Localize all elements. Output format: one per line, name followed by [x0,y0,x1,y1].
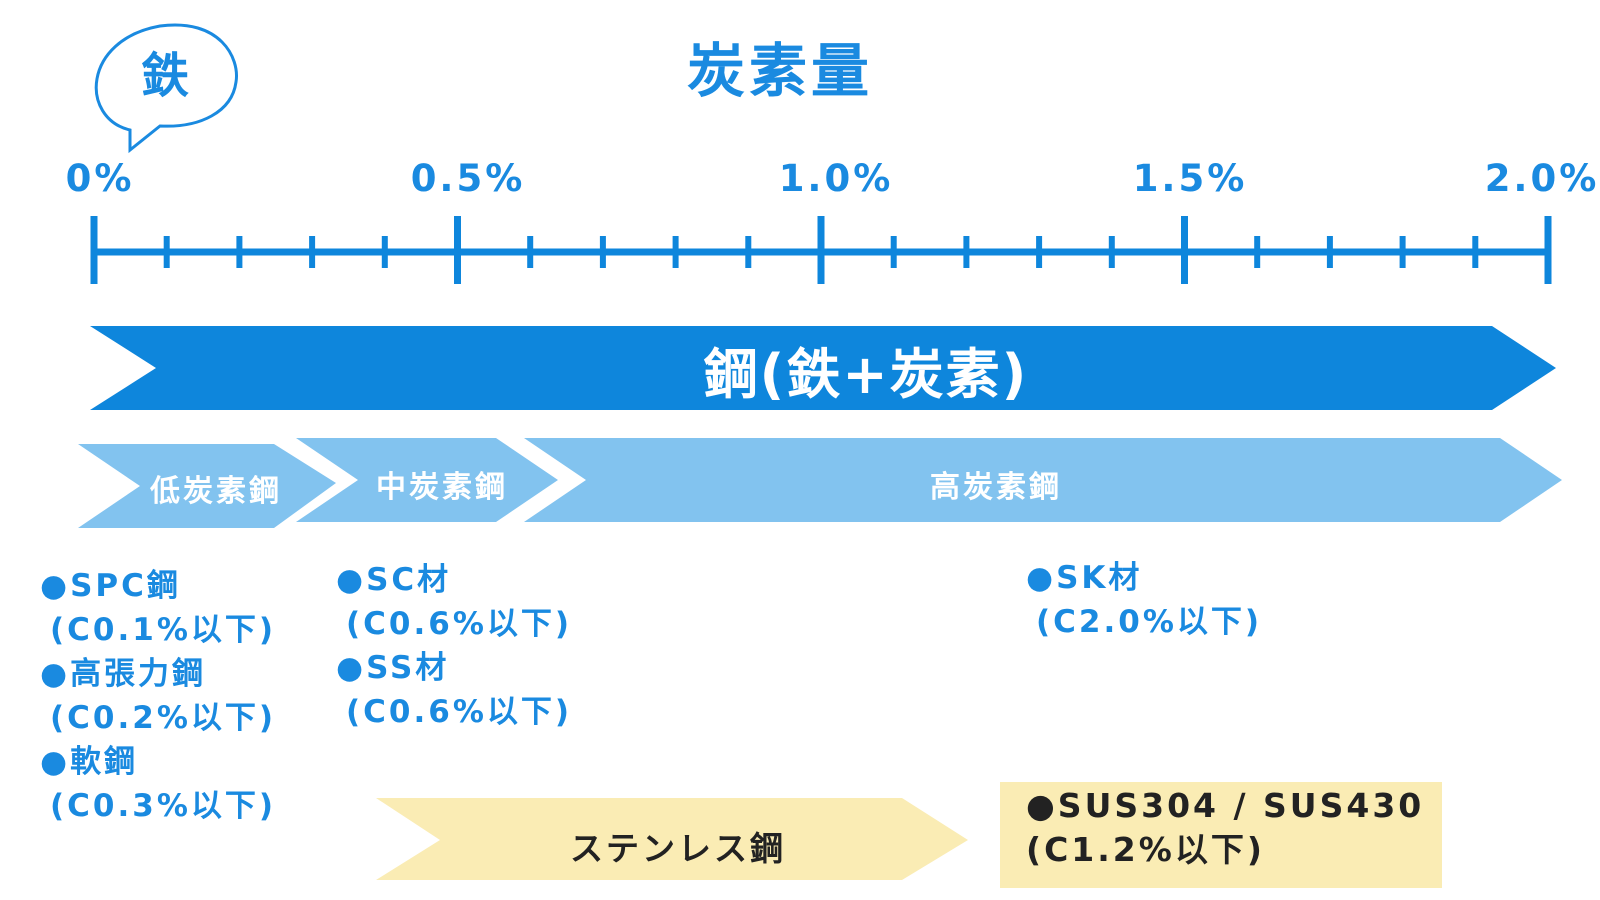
tick-label-1-5: 1.5% [1132,157,1248,200]
example-item: ●SS材 [336,646,572,690]
stainless-example-box [1000,782,1442,888]
example-name: SPC鋼 [70,568,181,604]
example-item: ●高張力鋼 [40,652,276,696]
mid-carbon-chevron [296,438,558,522]
example-item: ●SPC鋼 [40,564,276,608]
mid-carbon-label: 中炭素鋼 [376,470,508,505]
bullet-dot: ● [1026,560,1057,596]
tick-label-1-0: 1.0% [778,157,894,200]
example-name: SK材 [1056,560,1143,596]
tick-label-2-0: 2.0% [1484,157,1600,200]
bullet-dot: ● [336,650,367,686]
example-name: 軟鋼 [70,744,139,780]
low-carbon-chevron [78,444,336,528]
example-spec: (C2.0%以下) [1036,604,1263,640]
bullet-dot: ● [336,562,367,598]
high-carbon-label: 高炭素鋼 [930,470,1062,505]
bullet-dot: ● [40,568,71,604]
diagram-title: 炭素量 [686,37,873,105]
stainless-label: ステンレス鋼 [570,829,786,868]
stainless-example: ●SUS304 / SUS430 (C1.2%以下) [1026,784,1424,872]
example-name: SC材 [366,562,452,598]
stainless-chevron [376,798,968,880]
steel-arrow [90,326,1556,410]
tick-label-0-5: 0.5% [410,157,526,200]
speech-bubble [94,23,238,154]
example-name: 高張力鋼 [70,656,207,692]
example-item: ●SUS304 / SUS430 [1026,784,1424,828]
example-spec: (C0.6%以下) [346,606,573,642]
example-item: ●SC材 [336,558,572,602]
example-spec: (C0.6%以下) [346,694,573,730]
bullet-dot: ● [40,656,71,692]
steel-label: 鋼(鉄+炭素) [703,343,1029,406]
low-carbon-examples: ●SPC鋼 (C0.1%以下) ●高張力鋼 (C0.2%以下) ●軟鋼 (C0.… [40,564,276,828]
high-carbon-chevron [524,438,1562,522]
example-item: ●SK材 [1026,556,1262,600]
carbon-scale-axis [90,216,1552,284]
high-carbon-examples: ●SK材 (C2.0%以下) [1026,556,1262,644]
iron-bubble-label: 鉄 [140,48,189,104]
example-spec: (C1.2%以下) [1026,830,1265,869]
example-spec: (C0.2%以下) [50,700,277,736]
example-name: SUS304 / SUS430 [1057,786,1425,825]
example-name: SS材 [366,650,450,686]
bullet-dot: ● [1026,786,1058,825]
bullet-dot: ● [40,744,71,780]
example-spec: (C0.3%以下) [50,788,277,824]
low-carbon-label: 低炭素鋼 [150,474,282,509]
mid-carbon-examples: ●SC材 (C0.6%以下) ●SS材 (C0.6%以下) [336,558,572,734]
example-item: ●軟鋼 [40,740,276,784]
tick-label-0: 0% [65,157,135,200]
example-spec: (C0.1%以下) [50,612,277,648]
